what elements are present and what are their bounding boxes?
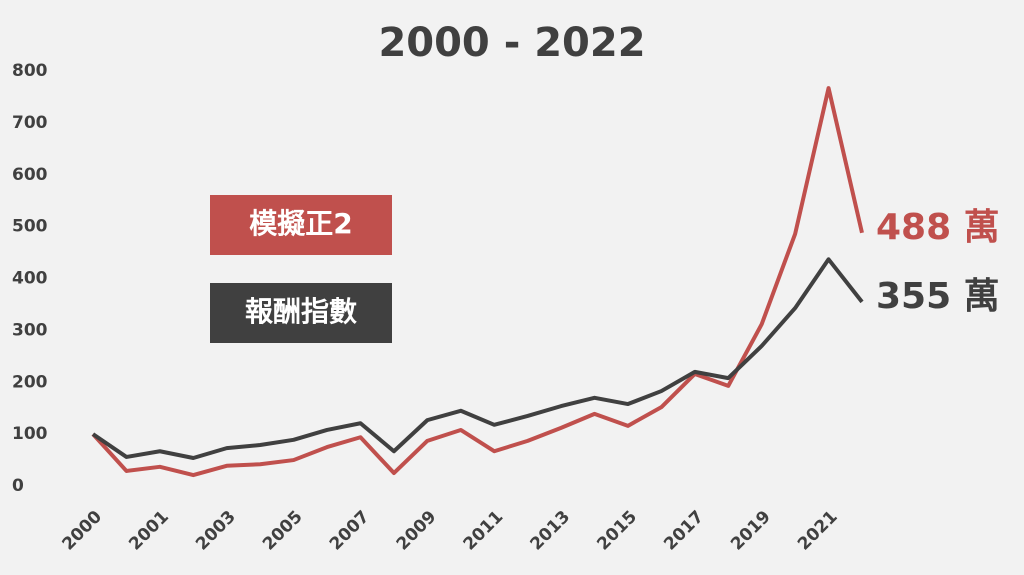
series-line: [91, 257, 864, 460]
legend-label: 模擬正2: [249, 207, 352, 240]
y-tick-label: 800: [12, 61, 48, 81]
y-tick-label: 400: [12, 269, 48, 289]
legend-swatch: [210, 195, 392, 255]
series-line: [91, 86, 864, 478]
end-label: 355 萬: [876, 276, 1000, 317]
y-tick-label: 700: [12, 113, 48, 133]
legend-label: 報酬指數: [245, 295, 357, 328]
y-tick-label: 0: [12, 476, 24, 496]
chart-title: 2000 - 2022: [378, 20, 645, 66]
y-tick-label: 300: [12, 320, 48, 340]
y-tick-label: 200: [12, 372, 48, 392]
y-tick-label: 100: [12, 424, 48, 444]
legend-swatch: [210, 283, 392, 343]
y-tick-label: 600: [12, 165, 48, 185]
end-label: 488 萬: [876, 207, 1000, 248]
y-tick-label: 500: [12, 217, 48, 237]
